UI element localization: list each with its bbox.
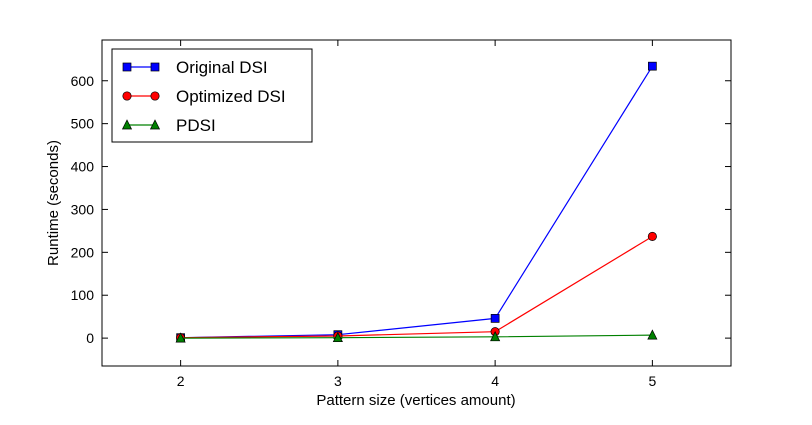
series-line-original-dsi bbox=[180, 65, 653, 339]
series-layer bbox=[175, 61, 658, 343]
legend-label: Original DSI bbox=[176, 58, 268, 77]
data-point-pdsi bbox=[175, 332, 186, 343]
data-point-optimized-dsi bbox=[647, 231, 657, 242]
x-tick-label: 2 bbox=[177, 373, 185, 389]
y-tick-label: 300 bbox=[71, 201, 95, 217]
legend-label: Optimized DSI bbox=[176, 87, 286, 106]
x-tick-label: 5 bbox=[648, 373, 656, 389]
series-pdsi bbox=[175, 329, 658, 343]
y-tick-label: 400 bbox=[71, 159, 95, 175]
y-tick-label: 600 bbox=[71, 73, 95, 89]
legend: Original DSI Optimized DSI PDSI bbox=[111, 48, 313, 143]
legend-marker bbox=[122, 91, 132, 101]
legend-marker bbox=[150, 91, 160, 101]
data-point-pdsi bbox=[647, 329, 658, 340]
data-point-pdsi bbox=[490, 331, 501, 342]
data-point-original-dsi bbox=[490, 314, 500, 323]
y-axis-ticks: 0 100 200 300 400 500 600 bbox=[71, 73, 731, 346]
x-tick-label: 3 bbox=[334, 373, 342, 389]
x-axis-ticks: 2 3 4 5 bbox=[177, 40, 656, 389]
y-tick-label: 200 bbox=[71, 244, 95, 260]
legend-item-pdsi: PDSI bbox=[121, 116, 216, 135]
legend-marker bbox=[122, 62, 132, 72]
legend-marker bbox=[121, 119, 133, 130]
y-tick-label: 0 bbox=[86, 330, 94, 346]
legend-marker bbox=[149, 119, 161, 130]
legend-item-original-dsi: Original DSI bbox=[122, 58, 268, 77]
series-line-pdsi bbox=[180, 334, 653, 339]
data-point-pdsi bbox=[332, 331, 343, 343]
x-tick-label: 4 bbox=[491, 373, 499, 389]
y-tick-label: 500 bbox=[71, 116, 95, 132]
legend-item-optimized-dsi: Optimized DSI bbox=[122, 87, 286, 106]
x-axis-label: Pattern size (vertices amount) bbox=[316, 392, 515, 409]
data-point-original-dsi bbox=[648, 61, 657, 71]
legend-label: PDSI bbox=[176, 116, 216, 135]
series-line-optimized-dsi bbox=[180, 235, 653, 339]
legend-marker bbox=[150, 62, 160, 72]
y-tick-label: 100 bbox=[71, 287, 95, 303]
y-axis-label: Runtime (seconds) bbox=[45, 140, 62, 266]
